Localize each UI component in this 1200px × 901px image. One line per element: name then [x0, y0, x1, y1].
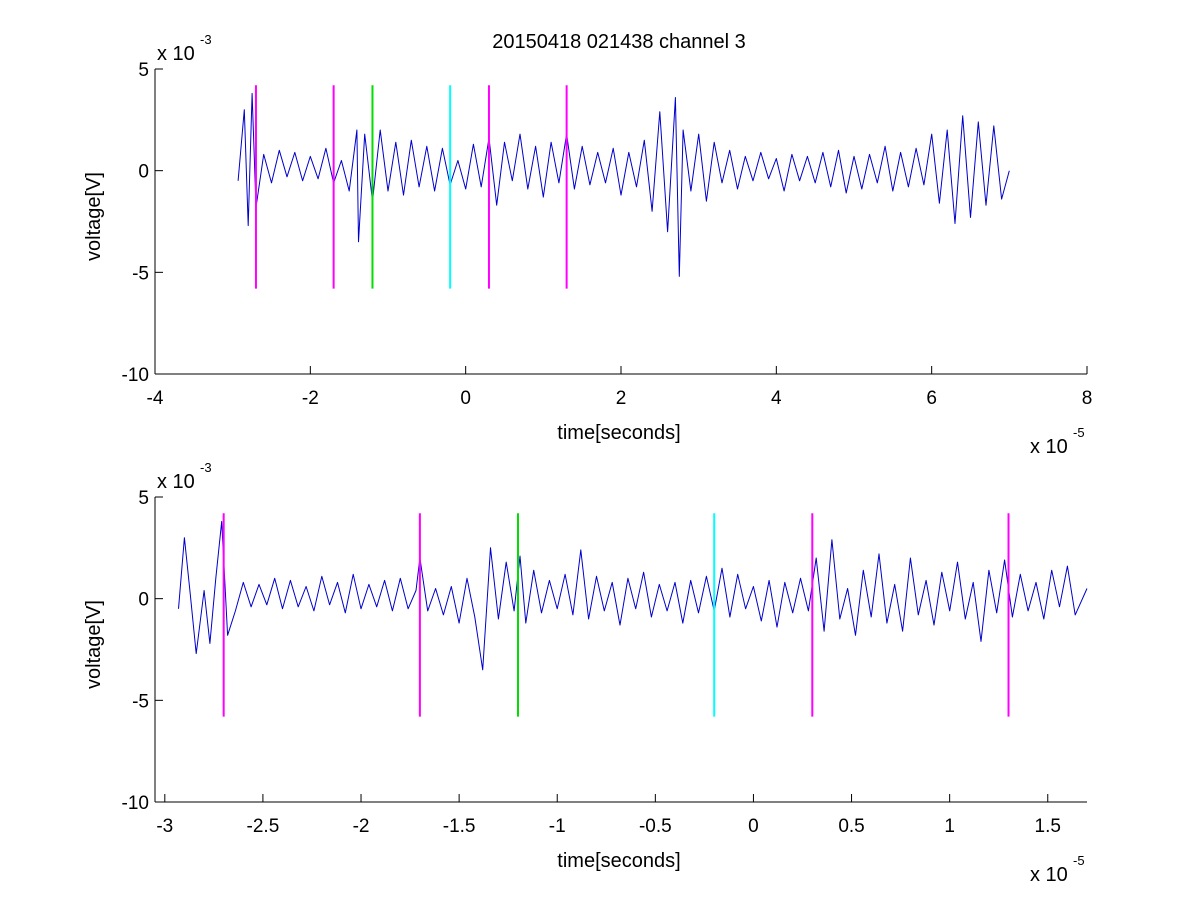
x-tick-label: -2.5	[247, 816, 280, 837]
y-tick-label: -10	[122, 793, 149, 814]
x-tick-label: -1.5	[443, 816, 476, 837]
plot-bottom: -3 -2.5 -2 -1.5 -1 -0.5 0 0.5 1 1.5 -10 -5 0 5 time[se…	[83, 460, 1088, 886]
y-tick-label: 0	[138, 162, 149, 183]
y-multiplier-exponent: -3	[200, 32, 212, 47]
x-tick-label: -1	[549, 816, 566, 837]
y-tick-label: -5	[132, 263, 149, 284]
x-tick-label: -2	[353, 816, 370, 837]
figure-title: 20150418 021438 channel 3	[492, 31, 746, 53]
x-axis-title: time[seconds]	[557, 850, 680, 872]
x-tick-label: -0.5	[639, 816, 672, 837]
x-tick-label: 1.5	[1035, 816, 1061, 837]
y-tick-label: -5	[132, 691, 149, 712]
y-multiplier: x 10	[157, 471, 195, 493]
y-axis-title: voltage[V]	[83, 172, 105, 261]
y-tick-label: 0	[138, 590, 149, 611]
y-axis-title: voltage[V]	[83, 600, 105, 689]
x-multiplier-exponent: -5	[1073, 853, 1085, 868]
x-tick-label: -3	[156, 816, 173, 837]
x-tick-label: 2	[616, 388, 627, 409]
x-tick-label: 0	[748, 816, 759, 837]
x-multiplier: x 10	[1030, 864, 1068, 886]
signal-trace	[237, 92, 1010, 277]
signal-trace	[178, 520, 1088, 671]
x-tick-label: -2	[302, 388, 319, 409]
y-tick-label: 5	[138, 488, 149, 509]
x-axis-title: time[seconds]	[557, 422, 680, 444]
x-multiplier: x 10	[1030, 436, 1068, 458]
x-tick-label: 0.5	[838, 816, 864, 837]
y-multiplier-exponent: -3	[200, 460, 212, 475]
x-tick-label: 0	[460, 388, 471, 409]
y-multiplier: x 10	[157, 43, 195, 65]
x-tick-label: 6	[926, 388, 937, 409]
x-tick-label: 1	[944, 816, 955, 837]
x-tick-label: -4	[147, 388, 164, 409]
x-tick-label: 4	[771, 388, 782, 409]
plot-top: -4 -2 0 2 4 6 8 -10 -5 0 5 time[seconds] voltage[V] x…	[83, 32, 1092, 458]
y-tick-label: 5	[138, 60, 149, 81]
x-tick-label: 8	[1082, 388, 1093, 409]
y-tick-label: -10	[122, 365, 149, 386]
x-multiplier-exponent: -5	[1073, 425, 1085, 440]
